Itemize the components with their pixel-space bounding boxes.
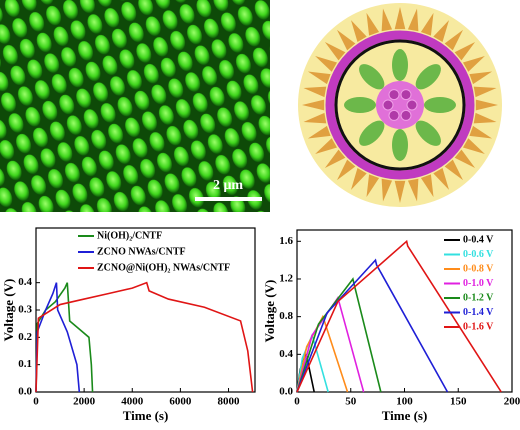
spike xyxy=(381,8,393,32)
purple-ring xyxy=(325,30,475,180)
series-line xyxy=(35,282,81,393)
x-tick-label: 200 xyxy=(504,396,520,408)
spike xyxy=(462,56,485,72)
spike xyxy=(473,112,497,124)
y-axis-title: Voltage (V) xyxy=(1,279,16,342)
spike xyxy=(454,42,476,61)
x-tick-label: 100 xyxy=(396,396,413,408)
spike xyxy=(469,125,493,139)
spike xyxy=(475,99,498,111)
x-tick-label: 8000 xyxy=(218,396,241,408)
legend-label: Ni(OH)₂/CNTF xyxy=(97,230,162,241)
spike xyxy=(303,86,327,98)
series-line xyxy=(296,258,449,393)
spike xyxy=(394,180,406,203)
black-ring xyxy=(334,39,466,171)
spike xyxy=(433,20,449,43)
petal xyxy=(415,64,441,90)
spike xyxy=(337,29,356,51)
spike xyxy=(407,178,419,202)
legend-label: 0-1.6 V xyxy=(463,321,494,332)
legend-label: 0-0.6 V xyxy=(463,249,494,260)
spike xyxy=(381,178,393,202)
spike xyxy=(469,71,493,85)
x-axis-title: Time (s) xyxy=(382,408,428,423)
y-tick-label: 0.0 xyxy=(279,386,293,398)
legend-label: 0-0.4 V xyxy=(463,234,494,245)
schematic xyxy=(298,3,502,207)
x-tick-label: 0 xyxy=(33,396,39,408)
y-tick-label: 0.4 xyxy=(279,348,293,360)
y-tick-label: 0.0 xyxy=(18,386,32,398)
tube xyxy=(406,99,418,111)
y-axis-title: Voltage (V) xyxy=(262,280,277,343)
legend-label: 0-1.4 V xyxy=(463,307,494,318)
tube xyxy=(388,109,400,121)
spike xyxy=(324,42,346,61)
y-tick-label: 0.8 xyxy=(279,310,293,322)
tube xyxy=(400,109,412,121)
legend-label: ZCNO@Ni(OH)₂ NWAs/CNTF xyxy=(97,262,230,273)
spike xyxy=(315,138,338,154)
legend-label: 0-1.2 V xyxy=(463,292,494,303)
spike xyxy=(315,56,338,72)
spike xyxy=(394,7,406,30)
legend-label: ZCNO NWAs/CNTF xyxy=(97,246,186,257)
petal xyxy=(415,120,441,146)
x-tick-label: 2000 xyxy=(73,396,96,408)
tube xyxy=(400,89,412,101)
x-tick-label: 6000 xyxy=(169,396,192,408)
spike xyxy=(462,138,485,154)
series-line xyxy=(296,314,349,393)
spike xyxy=(303,112,327,124)
y-tick-label: 0.4 xyxy=(18,276,32,288)
spike xyxy=(366,174,380,198)
x-tick-label: 0 xyxy=(294,396,300,408)
spike xyxy=(444,159,463,181)
sem-image: 2 μm xyxy=(0,0,270,212)
y-tick-label: 1.6 xyxy=(279,235,293,247)
spike xyxy=(351,167,367,190)
spike xyxy=(351,20,367,43)
sem-texture xyxy=(0,0,270,212)
x-tick-label: 4000 xyxy=(121,396,144,408)
y-tick-label: 0.2 xyxy=(18,331,32,343)
legend-label: 0-1.0 V xyxy=(463,278,494,289)
series-line xyxy=(296,277,382,393)
petal xyxy=(424,97,456,113)
spike xyxy=(444,29,463,51)
spike xyxy=(337,159,356,181)
x-tick-label: 50 xyxy=(345,396,357,408)
spike xyxy=(433,167,449,190)
x-tick-label: 150 xyxy=(450,396,467,408)
spike xyxy=(454,149,476,168)
petal xyxy=(359,120,385,146)
petal xyxy=(344,97,376,113)
scale-bar-label: 2 μm xyxy=(213,178,243,193)
series-line xyxy=(296,239,502,393)
spike xyxy=(307,125,331,139)
petal xyxy=(392,129,408,161)
spike xyxy=(473,86,497,98)
spike xyxy=(420,12,434,36)
petal xyxy=(359,64,385,90)
spike xyxy=(407,8,419,32)
core xyxy=(376,81,424,129)
tube xyxy=(382,99,394,111)
y-tick-label: 0.1 xyxy=(18,358,32,370)
y-tick-label: 0.3 xyxy=(18,304,32,316)
series-line xyxy=(35,281,254,393)
spike xyxy=(302,99,325,111)
petal xyxy=(392,49,408,81)
spike xyxy=(307,71,331,85)
spike xyxy=(324,149,346,168)
tube xyxy=(388,89,400,101)
legend-label: 0-0.8 V xyxy=(463,263,494,274)
x-axis-title: Time (s) xyxy=(123,408,169,423)
spike xyxy=(420,174,434,198)
spike xyxy=(366,12,380,36)
y-tick-label: 1.2 xyxy=(279,273,293,285)
